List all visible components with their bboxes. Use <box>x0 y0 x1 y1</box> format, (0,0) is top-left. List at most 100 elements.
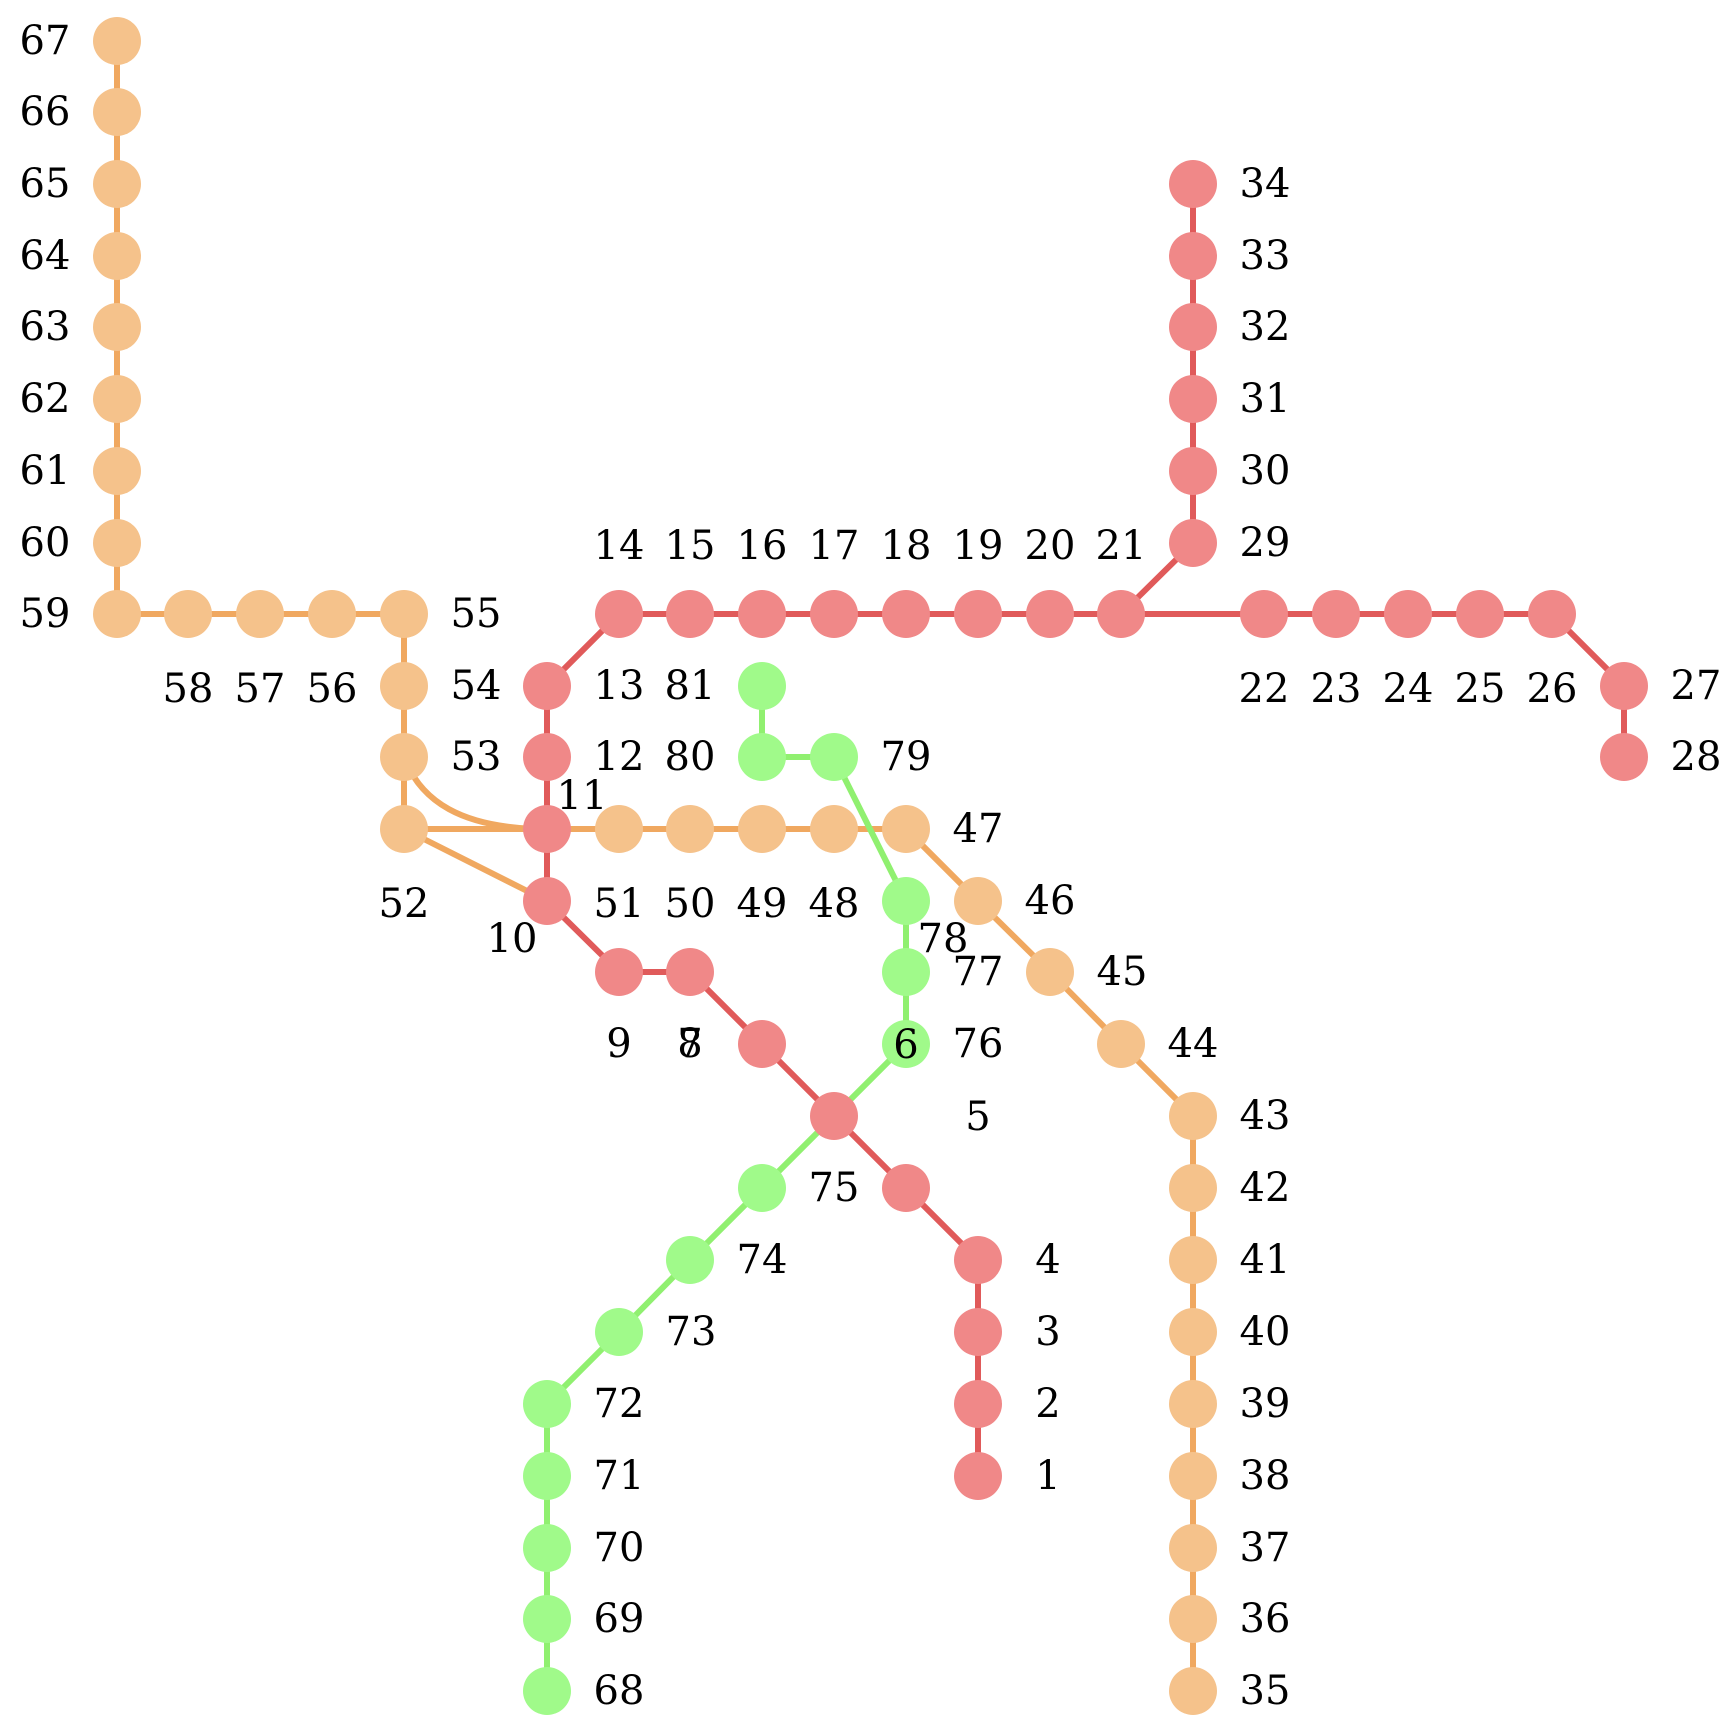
station-63-label: 63 <box>20 304 71 350</box>
station-51-node <box>595 805 643 853</box>
station-49-label: 49 <box>737 881 788 927</box>
station-19-label: 19 <box>953 523 1004 569</box>
station-33-node <box>1169 232 1217 280</box>
station-39-node <box>1169 1380 1217 1428</box>
station-79-label: 79 <box>881 734 932 780</box>
station-76-node <box>882 1020 930 1068</box>
station-18-node <box>882 590 930 638</box>
station-73-label: 73 <box>666 1309 717 1355</box>
station-4-label: 4 <box>1035 1237 1060 1283</box>
station-26-label: 26 <box>1527 666 1578 712</box>
station-68-label: 68 <box>594 1668 645 1714</box>
station-16-node <box>738 590 786 638</box>
station-9-label: 9 <box>606 1021 631 1067</box>
station-72-node <box>523 1380 571 1428</box>
station-53-label: 53 <box>451 734 502 780</box>
station-37-node <box>1169 1524 1217 1572</box>
segment-78-79 <box>831 754 909 904</box>
station-62-label: 62 <box>20 376 71 422</box>
station-70-label: 70 <box>594 1525 645 1571</box>
station-11-node <box>523 805 571 853</box>
station-65-node <box>93 160 141 208</box>
station-79-node <box>810 733 858 781</box>
station-46-label: 46 <box>1025 878 1076 924</box>
station-43-label: 43 <box>1240 1093 1291 1139</box>
station-66-label: 66 <box>20 89 71 135</box>
station-21-label: 21 <box>1096 523 1147 569</box>
station-23-label: 23 <box>1311 666 1362 712</box>
station-25-node <box>1456 590 1504 638</box>
station-40-node <box>1169 1308 1217 1356</box>
station-61-label: 61 <box>20 448 71 494</box>
station-45-label: 45 <box>1097 949 1148 995</box>
station-47-label: 47 <box>953 806 1004 852</box>
station-43-node <box>1169 1092 1217 1140</box>
station-71-label: 71 <box>594 1453 645 1499</box>
station-60-node <box>93 519 141 567</box>
station-4-node <box>954 1236 1002 1284</box>
station-23-node <box>1312 590 1360 638</box>
station-29-node <box>1169 519 1217 567</box>
station-62-node <box>93 375 141 423</box>
station-32-node <box>1169 303 1217 351</box>
station-29-label: 29 <box>1240 520 1291 566</box>
station-74-label: 74 <box>737 1237 788 1283</box>
station-22-node <box>1240 590 1288 638</box>
station-20-node <box>1026 590 1074 638</box>
station-53-node <box>380 733 428 781</box>
station-63-node <box>93 303 141 351</box>
station-26-node <box>1528 590 1576 638</box>
station-14-label: 14 <box>594 523 645 569</box>
station-55-label: 55 <box>451 591 502 637</box>
line-segments <box>114 38 1627 1694</box>
segment-52-10 <box>401 826 550 904</box>
station-32-label: 32 <box>1240 304 1291 350</box>
station-30-node <box>1169 447 1217 495</box>
station-65-label: 65 <box>20 161 71 207</box>
station-37-label: 37 <box>1240 1525 1291 1571</box>
station-3-label: 3 <box>1035 1309 1060 1355</box>
station-80-label: 80 <box>665 734 716 780</box>
station-24-label: 24 <box>1383 666 1434 712</box>
station-73-node <box>595 1308 643 1356</box>
station-49-node <box>738 805 786 853</box>
station-56-label: 56 <box>307 666 358 712</box>
station-21-node <box>1097 590 1145 638</box>
station-50-node <box>666 805 714 853</box>
station-57-node <box>236 590 284 638</box>
station-45-node <box>1026 948 1074 996</box>
station-72-label: 72 <box>594 1381 645 1427</box>
station-75-node <box>738 1164 786 1212</box>
station-69-label: 69 <box>594 1596 645 1642</box>
station-41-label: 41 <box>1240 1237 1291 1283</box>
station-28-label: 28 <box>1671 734 1722 780</box>
station-36-node <box>1169 1595 1217 1643</box>
station-54-label: 54 <box>451 663 502 709</box>
station-54-node <box>380 662 428 710</box>
station-27-label: 27 <box>1671 663 1722 709</box>
station-20-label: 20 <box>1025 523 1076 569</box>
station-81-node <box>738 662 786 710</box>
station-31-node <box>1169 375 1217 423</box>
station-57-label: 57 <box>235 666 286 712</box>
station-34-label: 34 <box>1240 161 1291 207</box>
station-6-label: 6 <box>893 1022 918 1068</box>
station-67-label: 67 <box>20 18 71 64</box>
station-44-node <box>1097 1020 1145 1068</box>
station-64-node <box>93 232 141 280</box>
station-18-label: 18 <box>881 523 932 569</box>
station-15-label: 15 <box>665 523 716 569</box>
station-58-node <box>164 590 212 638</box>
station-48-label: 48 <box>809 881 860 927</box>
station-22-label: 22 <box>1239 666 1290 712</box>
station-52-node <box>380 805 428 853</box>
station-41-node <box>1169 1236 1217 1284</box>
station-68-node <box>523 1667 571 1715</box>
station-14-node <box>595 590 643 638</box>
station-1-node <box>954 1452 1002 1500</box>
station-13-node <box>523 662 571 710</box>
station-77-node <box>882 948 930 996</box>
station-15-node <box>666 590 714 638</box>
station-17-node <box>810 590 858 638</box>
station-66-node <box>93 88 141 136</box>
